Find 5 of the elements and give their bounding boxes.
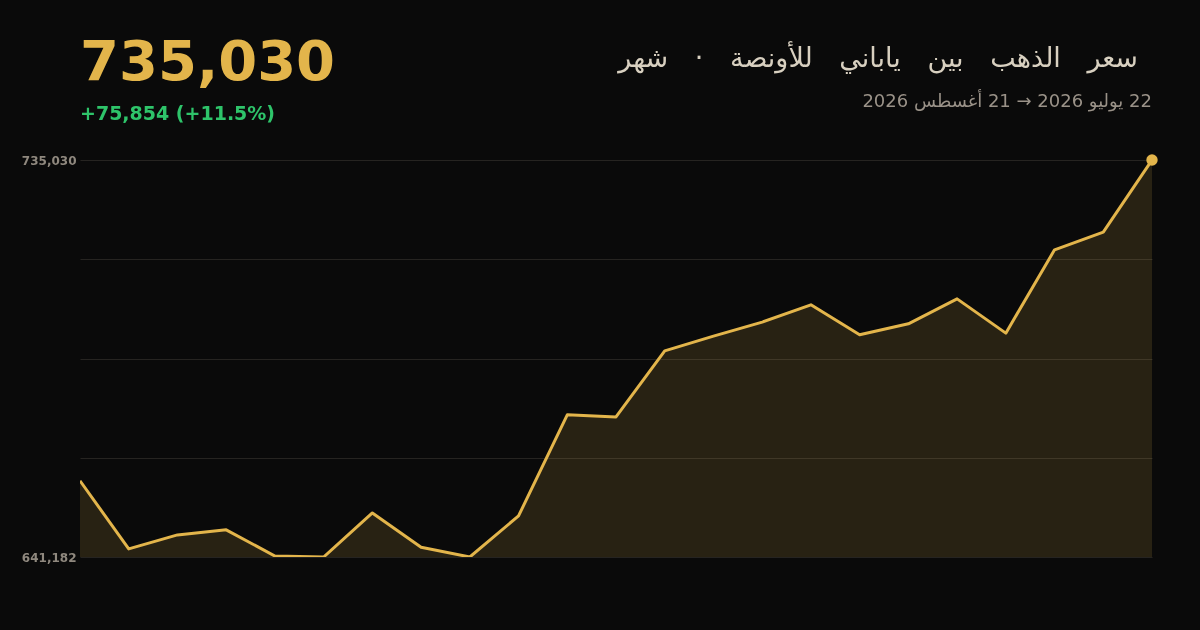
- text: +75,854 (+11.5%): [80, 102, 276, 124]
- y-tick-label: 641,182: [21, 550, 77, 565]
- text: 735,030: [80, 28, 336, 93]
- chart-subtitle: 22 يوليو 2026 → 21 أغسطس 2026: [862, 90, 1152, 111]
- chart-title: سعر الذهب بين ياباني للأونصة · شهر: [618, 42, 1138, 73]
